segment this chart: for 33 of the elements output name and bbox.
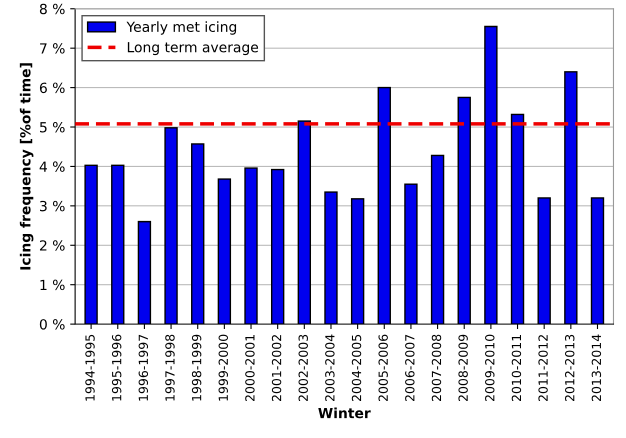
x-tick-label: 2006-2007 — [405, 334, 415, 402]
legend-label: Long term average — [128, 42, 258, 56]
x-tick-label: 2003-2004 — [325, 334, 335, 402]
y-tick-label: 6 % — [40, 82, 65, 94]
x-tick-label: 1999-2000 — [218, 334, 228, 401]
y-tick-label: 1 % — [40, 280, 65, 290]
x-axis-title: Winter — [318, 408, 371, 418]
y-tick-label: 4 % — [40, 161, 65, 172]
x-tick-label: 2008-2009 — [458, 334, 468, 402]
x-tick-label: 2002-2003 — [298, 334, 308, 402]
x-tick-label: 2000-2001 — [245, 334, 255, 402]
y-tick-label: 8 % — [40, 4, 65, 14]
x-tick-label: 1997-1998 — [165, 334, 175, 401]
y-axis-title: Icing frequency [%of time] — [20, 63, 34, 270]
x-tick-label: 2009-2010 — [485, 334, 495, 402]
x-tick-label: 1998-1999 — [192, 334, 202, 401]
y-tick-label: 5 % — [40, 122, 65, 132]
x-tick-label: 1994-1995 — [85, 334, 95, 401]
x-tick-label: 1996-1997 — [138, 334, 148, 401]
y-tick-label: 3 % — [40, 200, 65, 212]
y-tick-label: 2 % — [40, 240, 65, 251]
x-tick-label: 2001-2002 — [272, 335, 282, 402]
y-tick-label: 0 % — [40, 319, 65, 330]
x-tick-label: 2011-2012 — [538, 335, 548, 402]
x-tick-label: 2004-2005 — [352, 334, 362, 402]
legend-label: Yearly met icing — [126, 21, 236, 35]
x-tick-label: 2012-2013 — [565, 334, 574, 402]
x-tick-label: 1995-1996 — [112, 334, 122, 401]
x-tick-label: 2013-2014 — [592, 334, 602, 402]
x-tick-label: 2010-2011 — [512, 334, 522, 402]
y-tick-label: 7 % — [40, 43, 65, 54]
x-tick-label: 2005-2006 — [378, 334, 388, 402]
x-tick-label: 2007-2008 — [432, 334, 442, 402]
